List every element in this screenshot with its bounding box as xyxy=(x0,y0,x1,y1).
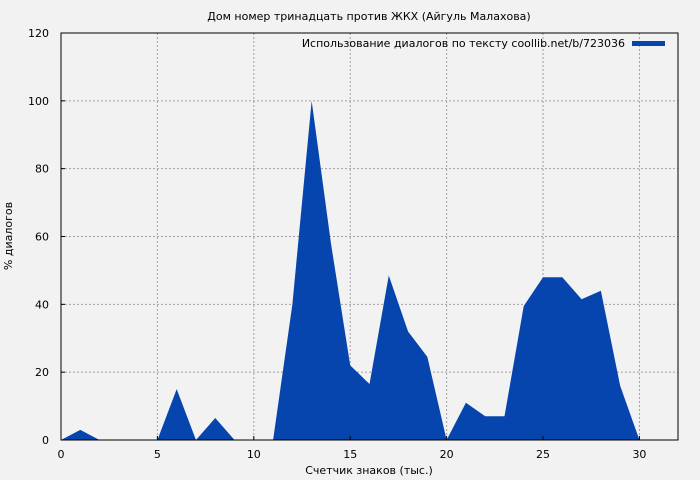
x-axis: 0 5 10 15 20 25 30 xyxy=(58,436,646,461)
y-tick-label: 120 xyxy=(28,27,49,40)
y-axis-label: % диалогов xyxy=(2,202,15,270)
x-tick-label: 0 xyxy=(58,448,65,461)
y-tick-label: 0 xyxy=(42,434,49,447)
x-axis-label: Счетчик знаков (тыс.) xyxy=(305,464,433,477)
series-area xyxy=(61,100,640,440)
x-tick-label: 25 xyxy=(536,448,550,461)
y-tick-label: 100 xyxy=(28,95,49,108)
y-tick-label: 60 xyxy=(35,231,49,244)
legend-label: Использование диалогов по тексту coollib… xyxy=(302,37,625,50)
y-tick-label: 40 xyxy=(35,298,49,311)
grid-lines xyxy=(61,33,678,440)
y-axis: 0 20 40 60 80 100 120 xyxy=(28,27,65,447)
legend: Использование диалогов по тексту coollib… xyxy=(302,37,665,50)
x-tick-label: 10 xyxy=(247,448,261,461)
x-tick-label: 15 xyxy=(343,448,357,461)
x-tick-label: 30 xyxy=(632,448,646,461)
chart-title: Дом номер тринадцать против ЖКХ (Айгуль … xyxy=(207,10,530,23)
y-tick-label: 80 xyxy=(35,163,49,176)
legend-swatch xyxy=(632,41,665,46)
x-tick-label: 20 xyxy=(440,448,454,461)
y-tick-label: 20 xyxy=(35,366,49,379)
x-tick-label: 5 xyxy=(154,448,161,461)
